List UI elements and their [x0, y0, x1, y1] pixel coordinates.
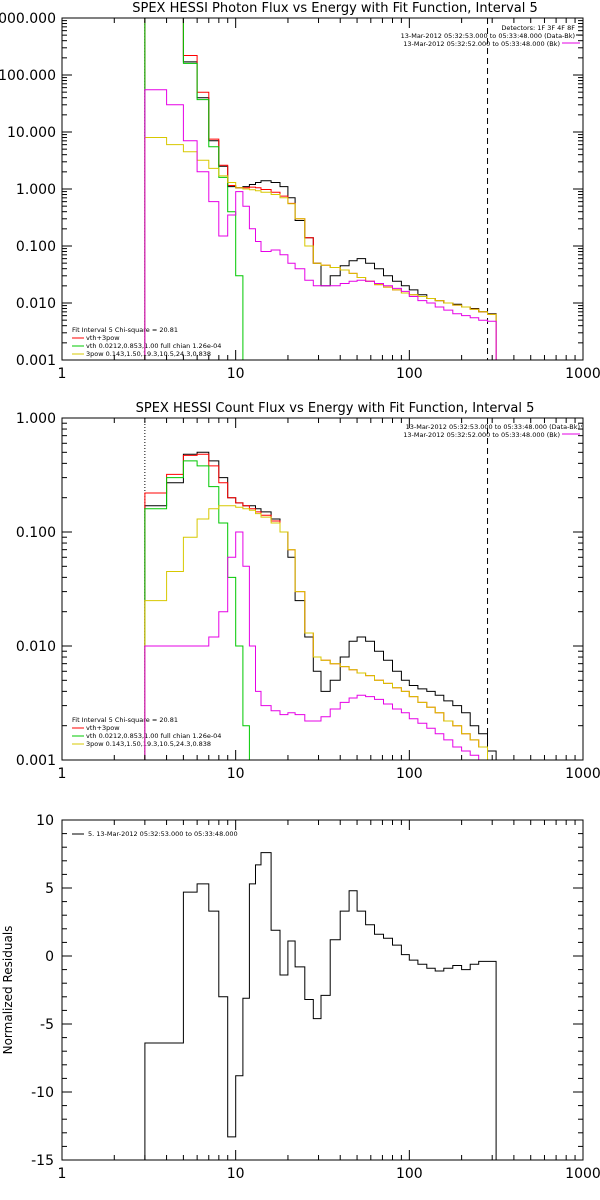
- y-tick-label: 0.100: [16, 525, 56, 541]
- header-bk-interval: 13-Mar-2012 05:32:52.000 to 05:33:48.000…: [403, 431, 560, 439]
- photon-flux-title: SPEX HESSI Photon Flux vs Energy with Fi…: [132, 1, 538, 16]
- series-3pow-line: [144, 137, 497, 360]
- y-tick-label: 0.010: [16, 639, 56, 655]
- y-tick-label: 0.010: [16, 296, 56, 312]
- y-tick-label: -10: [31, 1085, 54, 1101]
- y-tick-label: 100.000: [0, 68, 56, 84]
- y-tick-label: 0.100: [16, 239, 56, 255]
- series-vth-line: [144, 17, 258, 361]
- series-3pow-line: [144, 505, 497, 761]
- x-tick-label: 1: [58, 1166, 67, 1182]
- fit-info-line: Fit Interval 5 Chi-square = 20.81: [72, 326, 178, 334]
- y-tick-label: 1.000: [16, 411, 56, 427]
- fit-info-line: vth 0.0212,0.853,1.00 full chian 1.26e-0…: [86, 732, 221, 740]
- y-tick-label: 1.000: [16, 182, 56, 198]
- count-fit-info: Fit Interval 5 Chi-square = 20.81 vth+3p…: [72, 716, 221, 748]
- residuals-panel: Normalized Residuals 5. 13-Mar-2012 05:3…: [1, 813, 600, 1182]
- header-data-interval: 13-Mar-2012 05:32:53.000 to 05:33:48.000…: [401, 32, 575, 40]
- y-tick-label: 0: [45, 949, 54, 965]
- y-tick-label: -5: [40, 1017, 54, 1033]
- fit-info-line: vth+3pow: [86, 724, 120, 732]
- y-tick-label: 10.000: [7, 125, 56, 141]
- fit-info-line: Fit Interval 5 Chi-square = 20.81: [72, 716, 178, 724]
- series-bk-line: [144, 89, 497, 360]
- x-tick-label: 100: [396, 366, 423, 382]
- x-tick-label: 1000: [565, 766, 600, 782]
- fit-info-line: 3pow 0.143,1.50,19.3,10.5,24.3,0.838: [86, 740, 211, 748]
- fit-info-line: 3pow 0.143,1.50,19.3,10.5,24.3,0.838: [86, 350, 211, 358]
- series-5-13-mar-2012-05-32-53-000-to-05-33-48-000-line: [144, 852, 497, 1160]
- count-flux-header: 13-Mar-2012 05:32:53.000 to 05:33:48.000…: [403, 423, 580, 439]
- y-tick-label: 0.001: [16, 753, 56, 769]
- residuals-legend-label: 5. 13-Mar-2012 05:32:53.000 to 05:33:48.…: [88, 830, 238, 838]
- count-flux-title: SPEX HESSI Count Flux vs Energy with Fit…: [136, 401, 535, 416]
- x-tick-label: 100: [396, 1166, 423, 1182]
- photon-flux-header: Detectors: 1F 3F 4F 8F 13-Mar-2012 05:32…: [401, 24, 576, 48]
- photon-fit-info: Fit Interval 5 Chi-square = 20.81 vth+3p…: [72, 326, 221, 358]
- fit-info-line: vth 0.0212,0.853,1.00 full chian 1.26e-0…: [86, 342, 221, 350]
- header-data-interval: 13-Mar-2012 05:32:53.000 to 05:33:48.000…: [406, 423, 580, 431]
- series-bk-line: [144, 531, 497, 761]
- y-tick-label: 0.001: [16, 353, 56, 369]
- header-detectors: Detectors: 1F 3F 4F 8F: [501, 24, 575, 32]
- y-tick-label: 1000.000: [0, 11, 56, 27]
- y-tick-label: 10: [36, 813, 54, 829]
- x-tick-label: 1: [58, 366, 67, 382]
- header-bk-interval: 13-Mar-2012 05:32:52.000 to 05:33:48.000…: [403, 40, 560, 48]
- x-tick-label: 10: [227, 366, 245, 382]
- series-vth-line: [144, 460, 258, 761]
- plot-frame: [61, 819, 584, 1161]
- residuals-ylabel: Normalized Residuals: [1, 926, 15, 1055]
- x-tick-label: 1: [58, 766, 67, 782]
- x-tick-label: 100: [396, 766, 423, 782]
- y-tick-label: -15: [31, 1153, 54, 1169]
- x-tick-label: 1000: [565, 1166, 600, 1182]
- plot-frame: [61, 17, 584, 361]
- y-tick-label: 5: [45, 881, 54, 897]
- plot-frame: [61, 417, 584, 761]
- photon-flux-panel: SPEX HESSI Photon Flux vs Energy with Fi…: [0, 1, 600, 382]
- x-tick-label: 10: [227, 766, 245, 782]
- fit-info-line: vth+3pow: [86, 334, 120, 342]
- x-tick-label: 10: [227, 1166, 245, 1182]
- x-tick-label: 1000: [565, 366, 600, 382]
- count-flux-panel: SPEX HESSI Count Flux vs Energy with Fit…: [16, 401, 600, 782]
